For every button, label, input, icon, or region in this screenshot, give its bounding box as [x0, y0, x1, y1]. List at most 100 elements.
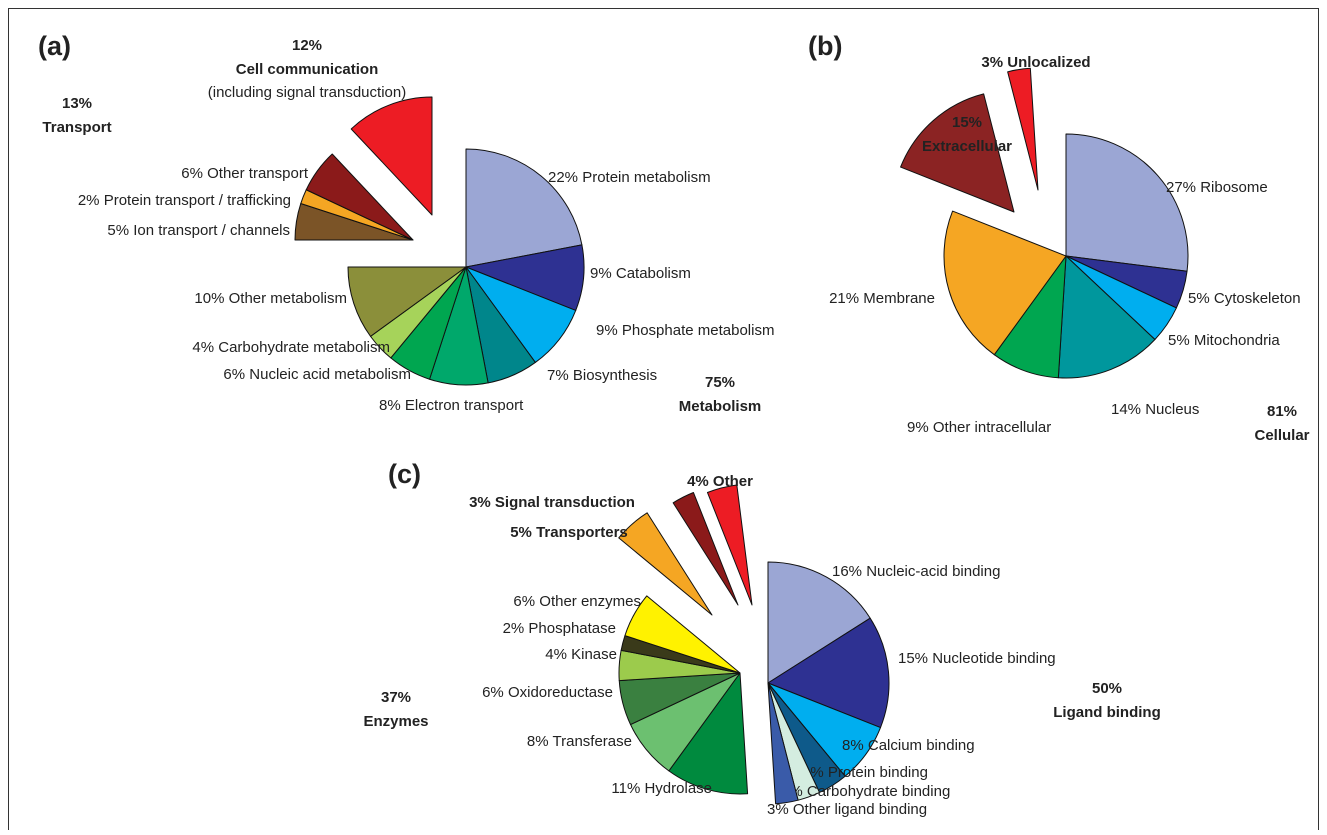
- slice-label: 22% Protein metabolism: [548, 169, 711, 186]
- pie-slice: [767, 682, 799, 805]
- slice-label: 3% Carbohydrate binding: [781, 783, 950, 800]
- category-label: Nucleic acid metabolism: [249, 366, 411, 383]
- category-label: Electron transport: [405, 397, 524, 414]
- category-label: Other ligand binding: [793, 801, 927, 818]
- pie-slice: [465, 148, 583, 268]
- slice-label: 3% Other ligand binding: [767, 801, 927, 818]
- value-label: 2%: [503, 620, 525, 637]
- category-label: Signal transduction: [495, 494, 635, 511]
- category-label: Catabolism: [616, 265, 691, 282]
- slice-label: 6% Oxidoreductase: [482, 684, 613, 701]
- value-label: 8%: [527, 733, 549, 750]
- value-label: 3%: [981, 54, 1003, 71]
- pie-slice: [767, 617, 890, 729]
- slice-label: 5% Cytoskeleton: [1188, 290, 1301, 307]
- category-label: Mitochondria: [1194, 332, 1281, 349]
- slice-label: 4% Protein binding: [802, 764, 928, 781]
- slice-label: 21% Membrane: [829, 290, 935, 307]
- slice-label: 15% Nucleotide binding: [898, 650, 1056, 667]
- group-note: (including signal transduction): [208, 84, 406, 101]
- pie-slice: [1007, 67, 1039, 191]
- slice-label: 4% Kinase: [545, 646, 617, 663]
- slice-label: 5% Ion transport / channels: [107, 222, 290, 239]
- value-label: 15%: [898, 650, 928, 667]
- category-label: Other enzymes: [539, 593, 641, 610]
- category-label: Protein metabolism: [582, 169, 710, 186]
- slice-label: 7% Biosynthesis: [547, 367, 657, 384]
- pie-slice: [305, 153, 414, 241]
- value-label: 11%: [611, 780, 640, 797]
- value-label: 9%: [590, 265, 612, 282]
- slice-label: 9% Other intracellular: [907, 419, 1051, 436]
- pie-slice: [943, 210, 1067, 356]
- category-label: Calcium binding: [868, 737, 975, 754]
- category-label: Protein binding: [828, 764, 928, 781]
- group-label: 3% Unlocalized: [981, 54, 1090, 71]
- slice-label: 16% Nucleic-acid binding: [832, 563, 1000, 580]
- category-label: Biosynthesis: [573, 367, 657, 384]
- value-label: 9%: [907, 419, 929, 436]
- category-label: Ion transport / channels: [133, 222, 290, 239]
- category-label: Oxidoreductase: [508, 684, 613, 701]
- slice-label: 10% Other metabolism: [194, 290, 347, 307]
- category-label: Nucleic-acid binding: [866, 563, 1000, 580]
- group-value: 81%: [1267, 403, 1297, 420]
- frame: [8, 8, 1319, 830]
- group-value: 12%: [292, 37, 322, 54]
- group-value: 50%: [1092, 680, 1122, 697]
- value-label: 8%: [842, 737, 864, 754]
- category-label: Other intracellular: [933, 419, 1051, 436]
- value-label: 9%: [596, 322, 618, 339]
- category-label: Membrane: [863, 290, 935, 307]
- value-label: 22%: [548, 169, 578, 186]
- group-name: Transport: [42, 119, 111, 136]
- pie-slice: [618, 512, 713, 616]
- category-label: Cytoskeleton: [1214, 290, 1301, 307]
- group-label: 3% Signal transduction: [469, 494, 635, 511]
- value-label: 16%: [832, 563, 862, 580]
- slice-label: 27% Ribosome: [1166, 179, 1268, 196]
- pie-slice: [624, 595, 741, 674]
- value-label: 6%: [181, 165, 203, 182]
- group-value: 15%: [952, 114, 982, 131]
- panel-label: (b): [808, 31, 842, 61]
- category-label: Carbohydrate metabolism: [218, 339, 390, 356]
- category-label: Nucleus: [1145, 401, 1199, 418]
- category-label: Nucleotide binding: [932, 650, 1055, 667]
- group-value: 37%: [381, 689, 411, 706]
- value-label: 6%: [223, 366, 245, 383]
- pie-slice: [1065, 133, 1189, 272]
- value-label: 14%: [1111, 401, 1141, 418]
- value-label: 8%: [379, 397, 401, 414]
- slice-label: 6% Nucleic acid metabolism: [223, 366, 411, 383]
- value-label: 10%: [194, 290, 224, 307]
- panel-label: (c): [388, 459, 421, 489]
- value-label: 3%: [469, 494, 491, 511]
- group-label: 5% Transporters: [510, 524, 628, 541]
- group-name: Cell communication: [236, 61, 379, 78]
- group-name: Enzymes: [363, 713, 428, 730]
- value-label: 4%: [192, 339, 214, 356]
- slice-label: 14% Nucleus: [1111, 401, 1199, 418]
- category-label: Transferase: [553, 733, 632, 750]
- value-label: 5%: [1188, 290, 1210, 307]
- category-label: Other: [713, 473, 753, 490]
- group-name: Extracellular: [922, 138, 1012, 155]
- panel-label: (a): [38, 31, 71, 61]
- pie-slice: [672, 491, 739, 606]
- slice-label: 11% Hydrolase: [611, 780, 712, 797]
- category-label: Transporters: [536, 524, 628, 541]
- value-label: 7%: [547, 367, 569, 384]
- value-label: 4%: [687, 473, 709, 490]
- slice-label: 8% Calcium binding: [842, 737, 975, 754]
- slice-label: 2% Protein transport / trafficking: [78, 192, 291, 209]
- slice-label: 9% Catabolism: [590, 265, 691, 282]
- value-label: 27%: [1166, 179, 1196, 196]
- category-label: Phosphate metabolism: [622, 322, 775, 339]
- value-label: 5%: [510, 524, 532, 541]
- pie-slice: [1057, 255, 1156, 379]
- group-name: Metabolism: [679, 398, 762, 415]
- value-label: 6%: [482, 684, 504, 701]
- value-label: 2%: [78, 192, 100, 209]
